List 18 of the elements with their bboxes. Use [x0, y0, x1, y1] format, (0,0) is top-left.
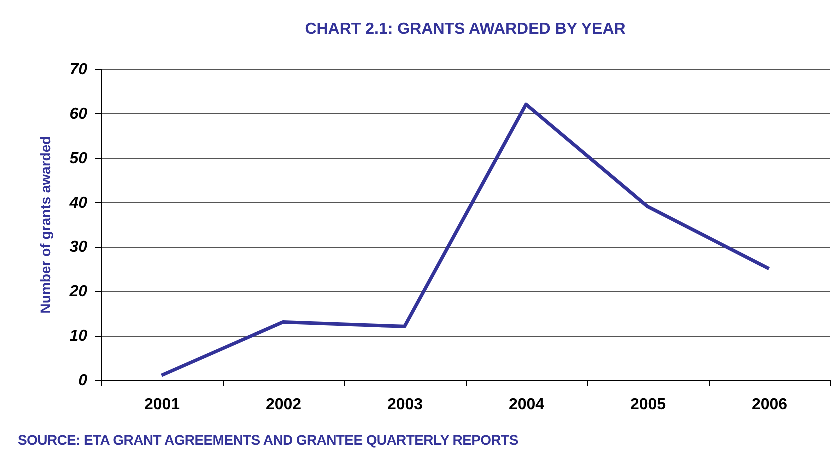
y-tick-label: 30	[70, 239, 88, 256]
source-note: SOURCE: ETA GRANT AGREEMENTS AND GRANTEE QUARTERLY REPORTS	[18, 432, 518, 448]
y-tick-label: 50	[70, 150, 88, 168]
y-tick-label: 0	[78, 372, 88, 390]
x-tick-label: 2001	[144, 396, 180, 414]
y-axis-title: Number of grants awarded	[38, 136, 54, 314]
x-tick-label: 2003	[387, 396, 424, 414]
y-tick-label: 10	[70, 328, 88, 346]
x-tick-label: 2006	[752, 396, 788, 414]
y-tick-label: 70	[70, 62, 88, 78]
line-series	[160, 102, 771, 378]
x-tick-label: 2004	[508, 396, 545, 414]
chart-title: CHART 2.1: GRANTS AWARDED BY YEAR	[305, 21, 626, 38]
y-tick-label: 40	[68, 194, 88, 212]
x-tick-label: 2002	[266, 396, 302, 414]
y-tick-label: 60	[70, 106, 88, 123]
y-tick-label: 20	[68, 284, 88, 301]
x-tick-label: 2005	[630, 396, 666, 414]
